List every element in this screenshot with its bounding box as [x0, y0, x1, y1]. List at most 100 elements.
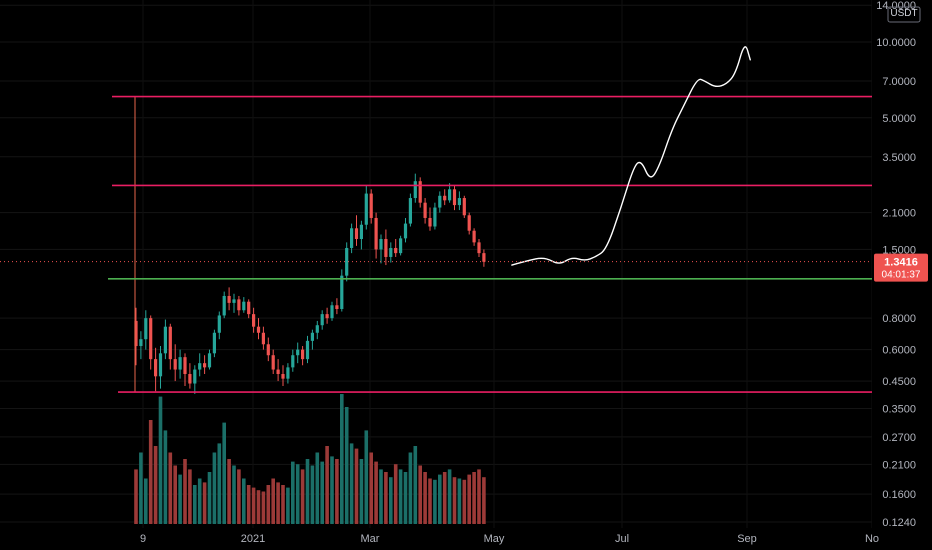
candle-body [227, 295, 231, 303]
candle-body [193, 369, 197, 384]
candle-body [261, 332, 265, 345]
candle-body [163, 326, 167, 354]
volume-bar [418, 465, 422, 524]
volume-bar [212, 452, 217, 524]
volume-bar [344, 407, 349, 524]
candle-body [335, 305, 339, 309]
candle-body [301, 349, 305, 360]
candle-body [252, 314, 256, 327]
volume-bar [246, 485, 251, 524]
candle-body [149, 318, 153, 360]
time-axis[interactable]: 9 2021 Mar May Jul Sep No [140, 533, 879, 545]
volume-bar [457, 478, 462, 524]
candle-body [144, 318, 148, 340]
volume-bar [148, 420, 153, 524]
candle-body [281, 374, 285, 379]
price-tick-label: 0.2700 [882, 432, 916, 444]
price-tick-label: 14.0000 [876, 0, 916, 12]
price-tick-label: 0.2100 [882, 459, 916, 471]
grid-lines [0, 0, 873, 528]
volume-bar [398, 469, 403, 524]
candle-body [408, 198, 412, 224]
projection-drawing[interactable] [511, 46, 751, 266]
volume-bar [173, 465, 177, 524]
projection-path [511, 46, 751, 266]
volume-bar [158, 396, 163, 524]
volume-bar [139, 452, 143, 524]
candle-body [462, 198, 466, 216]
volume-bar [286, 487, 290, 524]
candle-body [467, 215, 471, 231]
price-tick-label: 1.5000 [882, 244, 916, 256]
time-tick-label: Sep [737, 533, 757, 545]
candle-body [325, 314, 329, 319]
volume-bar [295, 464, 300, 524]
volume-bar [472, 472, 476, 524]
volume-bar [354, 448, 359, 524]
candle-body [296, 349, 300, 356]
volume-bar [438, 474, 442, 524]
volume-bar [428, 478, 432, 524]
volume-bar [349, 443, 354, 524]
volume-bar [452, 477, 457, 524]
candle-body [183, 357, 187, 375]
candle-body [222, 295, 226, 316]
current-price-tag [874, 253, 928, 282]
volume-bar [232, 465, 236, 524]
volume-bar [183, 459, 187, 524]
candle-body [154, 359, 158, 377]
candle-body [345, 247, 349, 276]
volume-bar [340, 394, 344, 524]
candle-body [237, 299, 241, 311]
candle-body [198, 363, 202, 370]
candle-body [247, 301, 251, 315]
candle-body [232, 299, 236, 303]
volume-bar [207, 472, 212, 524]
candle-body [359, 224, 363, 240]
candle-body [330, 305, 334, 319]
price-tick-label: 7.0000 [882, 76, 916, 88]
horizontal-levels[interactable]: 6.07342.69201.14680.4068 [108, 88, 920, 401]
volume-bar [325, 446, 329, 524]
candle-body [369, 193, 373, 218]
candle-body [276, 369, 280, 375]
volume-bar [242, 478, 246, 524]
candle-body [212, 332, 216, 354]
price-tick-label: 3.5000 [882, 152, 916, 164]
volume-bar [320, 461, 324, 524]
volume-bar [178, 474, 182, 524]
candle-body [443, 195, 447, 201]
volume-bars [134, 394, 486, 524]
currency-badge [887, 6, 921, 23]
candle-body [428, 217, 432, 227]
candle-body [477, 242, 481, 254]
candle-body [354, 228, 359, 240]
candle-body [203, 363, 207, 368]
time-tick-label: Jul [615, 533, 629, 545]
currency-label: USDT [890, 8, 917, 19]
price-tick-label: 2.1000 [882, 208, 916, 220]
volume-bar [305, 459, 310, 524]
volume-bar [403, 472, 408, 524]
candle-body [256, 326, 261, 333]
candle-body [457, 198, 461, 206]
time-tick-label: No [865, 533, 879, 545]
candle-body [423, 202, 427, 218]
candle-body [305, 340, 310, 360]
candle-body [448, 189, 452, 201]
volume-bar [188, 469, 192, 524]
candle-body [173, 359, 177, 370]
volume-bar [335, 459, 339, 524]
volume-bar [163, 430, 168, 524]
candle-body [134, 320, 138, 347]
volume-bar [369, 452, 373, 524]
volume-bar [379, 469, 383, 524]
candle-body [266, 344, 270, 356]
candle-body [286, 367, 290, 379]
candle-body [472, 230, 476, 243]
countdown-label: 04:01:37 [882, 270, 921, 281]
candle-body [403, 223, 408, 239]
price-tick-label: 0.1240 [882, 517, 916, 529]
